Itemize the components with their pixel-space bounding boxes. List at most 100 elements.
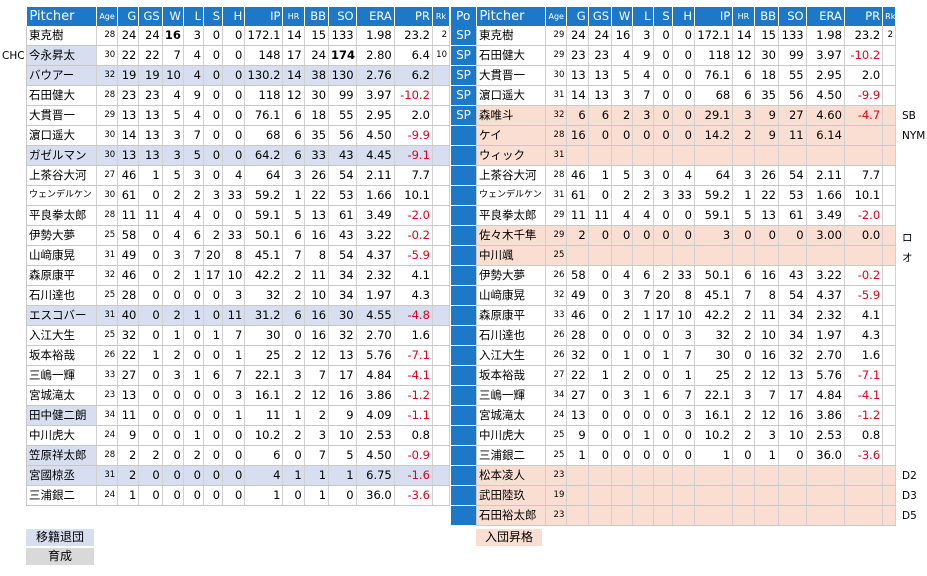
s-cell: 20 bbox=[653, 285, 673, 306]
right-table-row[interactable]: 東克樹 29 24 24 16 3 0 0 172.1 14 15 133 1.98 23.2 2 bbox=[475, 26, 896, 46]
left-table-row[interactable]: 宮城滝太 23 13 0 0 0 0 3 16.1 2 12 16 3.86 -1.2 bbox=[26, 385, 451, 406]
right-table-row[interactable]: 伊勢大夢 26 58 0 4 6 2 33 50.1 6 16 43 3.22 -0.2 bbox=[475, 265, 896, 286]
col-header-pitcher[interactable]: Pitcher bbox=[476, 7, 547, 26]
col-header-age[interactable]: Age bbox=[96, 7, 119, 26]
col-header-ip[interactable]: IP bbox=[244, 7, 284, 26]
left-table-row[interactable]: 大貫晋一 29 13 13 5 4 0 0 76.1 6 18 55 2.95 2.0 bbox=[26, 105, 451, 126]
col-header-ip[interactable]: IP bbox=[694, 7, 734, 26]
rk-cell bbox=[882, 65, 896, 86]
left-table-row[interactable]: 石田健大 28 23 23 4 9 0 0 118 12 30 99 3.97 -10.2 bbox=[26, 85, 451, 106]
col-header-so[interactable]: SO bbox=[328, 7, 357, 26]
w-cell: 5 bbox=[162, 105, 184, 126]
col-header-so[interactable]: SO bbox=[778, 7, 807, 26]
col-header-g[interactable]: G bbox=[117, 7, 140, 26]
col-header-w[interactable]: W bbox=[611, 7, 634, 26]
right-table-row[interactable]: 坂本裕哉 27 22 1 2 0 0 1 25 2 12 13 5.76 -7.1 bbox=[475, 365, 896, 386]
right-table-row[interactable]: ウェンデルケン 31 61 0 2 2 3 33 59.2 1 22 53 1.66 10.1 bbox=[475, 185, 896, 206]
left-table-row[interactable]: ガゼルマン 30 13 13 3 5 0 0 64.2 6 33 43 4.45 -9.1 bbox=[26, 145, 451, 166]
col-header-rk[interactable]: Rk bbox=[882, 7, 896, 26]
right-table-row[interactable]: 森唯斗 32 6 6 2 3 0 0 29.1 3 9 27 4.60 -4.7 bbox=[475, 105, 896, 126]
right-table-row[interactable]: 宮城滝太 24 13 0 0 0 0 3 16.1 2 12 16 3.86 -1.2 bbox=[475, 405, 896, 426]
col-header-rk[interactable]: Rk bbox=[432, 7, 451, 26]
col-header-bb[interactable]: BB bbox=[304, 7, 330, 26]
right-table-row[interactable]: 大貫晋一 30 13 13 5 4 0 0 76.1 6 18 55 2.95 2.0 bbox=[475, 65, 896, 86]
l-cell: 7 bbox=[183, 125, 204, 146]
col-header-h[interactable]: H bbox=[222, 7, 246, 26]
pr-cell: 0.0 bbox=[844, 225, 884, 246]
col-header-w[interactable]: W bbox=[162, 7, 184, 26]
col-header-gs[interactable]: GS bbox=[588, 7, 613, 26]
w-cell: 1 bbox=[611, 345, 634, 366]
col-header-hr[interactable]: HR bbox=[732, 7, 755, 26]
col-header-pr[interactable]: PR bbox=[844, 7, 884, 26]
left-table-row[interactable]: 山﨑康晃 31 49 0 3 7 20 8 45.1 7 8 54 4.37 -5.9 bbox=[26, 245, 451, 266]
left-table-row[interactable]: 今永昇太 30 22 22 7 4 0 0 148 17 24 174 2.80 6.4 10 bbox=[26, 45, 451, 66]
col-header-po[interactable]: Po bbox=[451, 7, 477, 26]
bb-cell: 24 bbox=[304, 45, 330, 66]
col-header-pr[interactable]: PR bbox=[394, 7, 433, 26]
right-table-row[interactable]: 石川達也 26 28 0 0 0 0 3 32 2 10 34 1.97 4.3 bbox=[475, 325, 896, 346]
age-cell: 25 bbox=[96, 225, 119, 246]
pitcher-name-cell: 三浦銀二 bbox=[26, 485, 97, 506]
era-cell: 2.95 bbox=[356, 105, 395, 126]
col-header-g[interactable]: G bbox=[566, 7, 589, 26]
right-table-row[interactable]: 上茶谷大河 28 46 1 5 3 0 4 64 3 26 54 2.11 7.7 bbox=[475, 165, 896, 186]
left-table-row[interactable]: ウェンデルケン 30 61 0 2 2 3 33 59.2 1 22 53 1.66 10.1 bbox=[26, 185, 451, 206]
right-table-row[interactable]: 石田健大 29 23 23 4 9 0 0 118 12 30 99 3.97 -10.2 bbox=[475, 45, 896, 66]
col-header-gs[interactable]: GS bbox=[138, 7, 163, 26]
right-table-row[interactable]: 中川虎大 25 9 0 0 1 0 0 10.2 2 3 10 2.53 0.8 bbox=[475, 425, 896, 446]
left-table-row[interactable]: 三嶋一輝 33 27 0 3 1 6 7 22.1 3 7 17 4.84 -4.1 bbox=[26, 365, 451, 386]
position-cell-empty bbox=[451, 205, 476, 226]
left-table-row[interactable]: 中川虎大 24 9 0 0 1 0 0 10.2 2 3 10 2.53 0.8 bbox=[26, 425, 451, 446]
rk-cell bbox=[432, 245, 451, 266]
left-table-row[interactable]: 森原康平 32 46 0 2 1 17 10 42.2 2 11 34 2.32 4.1 bbox=[26, 265, 451, 286]
left-table-row[interactable]: 伊勢大夢 25 58 0 4 6 2 33 50.1 6 16 43 3.22 -0.2 bbox=[26, 225, 451, 246]
left-table-row[interactable]: エスコバー 31 40 0 2 1 0 11 31.2 6 16 30 4.55 -4.8 bbox=[26, 305, 451, 326]
col-header-l[interactable]: L bbox=[632, 7, 654, 26]
left-table-row[interactable]: 東克樹 28 24 24 16 3 0 0 172.1 14 15 133 1.98 23.2 2 bbox=[26, 26, 451, 46]
right-table-row[interactable]: 森原康平 33 46 0 2 1 17 10 42.2 2 11 34 2.32 4.1 bbox=[475, 305, 896, 326]
left-table-row[interactable]: 笠原祥太郎 28 2 2 0 2 0 0 6 0 7 5 4.50 -0.9 bbox=[26, 445, 451, 466]
left-table-row[interactable]: 平良拳太郎 28 11 11 4 4 0 0 59.1 5 13 61 3.49 -2.0 bbox=[26, 205, 451, 226]
left-table-row[interactable]: 坂本裕哉 26 22 1 2 0 0 1 25 2 12 13 5.76 -7.1 bbox=[26, 345, 451, 366]
col-header-pitcher[interactable]: Pitcher bbox=[26, 7, 97, 26]
era-cell: 3.00 bbox=[806, 225, 845, 246]
left-table-row[interactable]: 入江大生 25 32 0 1 0 1 7 30 0 16 32 2.70 1.6 bbox=[26, 325, 451, 346]
left-table-row[interactable]: 石川達也 25 28 0 0 0 0 3 32 2 10 34 1.97 4.3 bbox=[26, 285, 451, 306]
era-cell: 36.0 bbox=[806, 445, 845, 466]
left-table-row[interactable]: 濵口遥大 30 14 13 3 7 0 0 68 6 35 56 4.50 -9.9 bbox=[26, 125, 451, 146]
right-table-row[interactable]: 武田陸玖 19 bbox=[475, 485, 896, 506]
col-header-s[interactable]: S bbox=[653, 7, 673, 26]
g-cell: 13 bbox=[117, 385, 140, 406]
col-header-age[interactable]: Age bbox=[545, 7, 568, 26]
right-table-row[interactable]: 濵口遥大 31 14 13 3 7 0 0 68 6 35 56 4.50 -9.9 bbox=[475, 85, 896, 106]
era-cell: 4.84 bbox=[356, 365, 395, 386]
left-table-row[interactable]: 田中健二朗 34 11 0 0 0 0 1 11 1 2 9 4.09 -1.1 bbox=[26, 405, 451, 426]
so-cell: 34 bbox=[778, 325, 807, 346]
left-table-row[interactable]: 宮國椋丞 31 2 0 0 0 0 0 4 1 1 1 6.75 -1.6 bbox=[26, 465, 451, 486]
left-table-row[interactable]: 三浦銀二 24 1 0 0 0 0 0 1 0 1 0 36.0 -3.6 bbox=[26, 485, 451, 506]
right-table-row[interactable]: 佐々木千隼 29 2 0 0 0 0 0 3 0 0 0 3.00 0.0 bbox=[475, 225, 896, 246]
right-table-row[interactable]: 三浦銀二 25 1 0 0 0 0 0 1 0 1 0 36.0 -3.6 bbox=[475, 445, 896, 466]
right-table-row[interactable]: 石田裕太郎 23 bbox=[475, 505, 896, 526]
col-header-era[interactable]: ERA bbox=[356, 7, 395, 26]
right-table-row[interactable]: 中川颯 25 bbox=[475, 245, 896, 266]
left-table-row[interactable]: 上茶谷大河 27 46 1 5 3 0 4 64 3 26 54 2.11 7.7 bbox=[26, 165, 451, 186]
right-table-row[interactable]: ケイ 28 16 0 0 0 0 0 14.2 2 9 11 6.14 bbox=[475, 125, 896, 146]
col-header-h[interactable]: H bbox=[672, 7, 695, 26]
col-header-bb[interactable]: BB bbox=[754, 7, 779, 26]
right-table-row[interactable]: 山﨑康晃 32 49 0 3 7 20 8 45.1 7 8 54 4.37 -5.9 bbox=[475, 285, 896, 306]
right-table-row[interactable]: 三嶋一輝 34 27 0 3 1 6 7 22.1 3 7 17 4.84 -4.1 bbox=[475, 385, 896, 406]
right-table-row[interactable]: 松本凌人 23 bbox=[475, 465, 896, 486]
col-header-s[interactable]: S bbox=[203, 7, 224, 26]
l-cell: 0 bbox=[632, 325, 654, 346]
pitcher-name-cell: バウアー bbox=[26, 65, 97, 86]
left-table-row[interactable]: バウアー 32 19 19 10 4 0 0 130.2 14 38 130 2.76 6.2 bbox=[26, 65, 451, 86]
col-header-era[interactable]: ERA bbox=[806, 7, 845, 26]
right-table-row[interactable]: 平良拳太郎 29 11 11 4 4 0 0 59.1 5 13 61 3.49 -2.0 bbox=[475, 205, 896, 226]
right-table-row[interactable]: ウィック 31 bbox=[475, 145, 896, 166]
right-table-row[interactable]: 入江大生 26 32 0 1 0 1 7 30 0 16 32 2.70 1.6 bbox=[475, 345, 896, 366]
col-header-hr[interactable]: HR bbox=[282, 7, 305, 26]
s-cell: 0 bbox=[653, 365, 673, 386]
col-header-l[interactable]: L bbox=[183, 7, 204, 26]
